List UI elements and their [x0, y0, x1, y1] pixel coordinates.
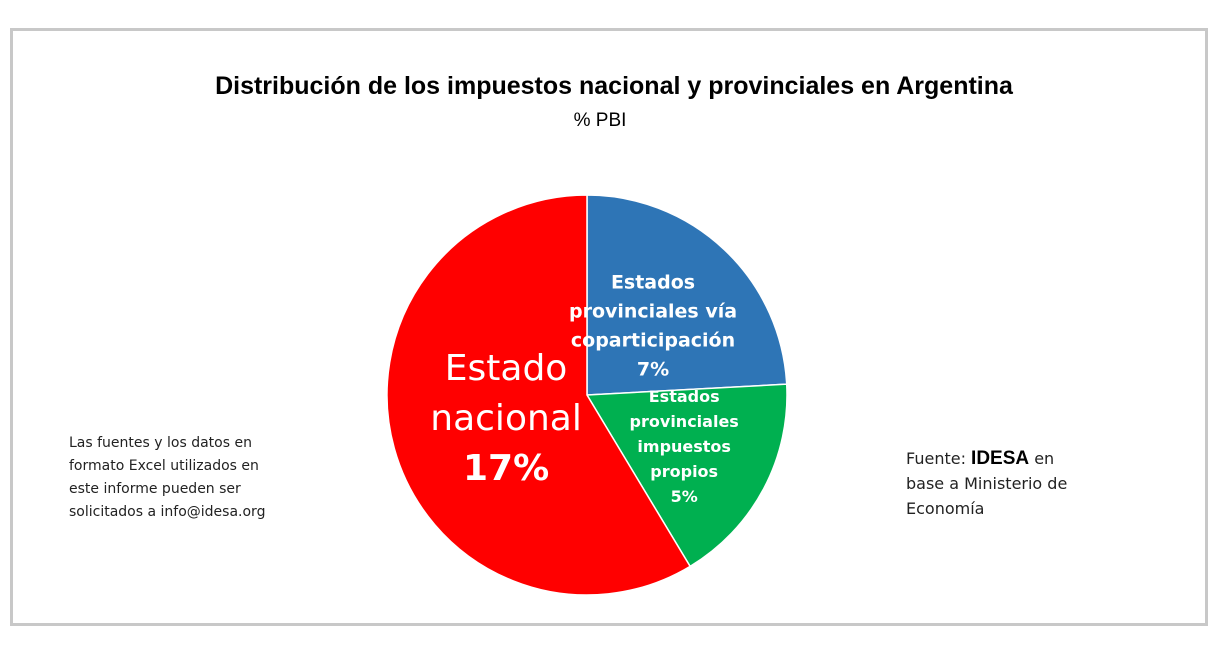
slice-label-line: Estado — [445, 348, 568, 389]
slice-value-label: 17% — [463, 448, 549, 489]
pie-slices — [386, 194, 788, 596]
slice-label-line: provinciales — [630, 412, 739, 431]
label-coparticipacion: Estados provinciales vía coparticipación 7% — [569, 271, 737, 380]
source-line: Fuente: IDESA en — [906, 446, 1126, 471]
slice-estado-nacional — [386, 194, 692, 596]
slice-value-label: 5% — [671, 487, 698, 506]
slice-label-line: nacional — [430, 398, 582, 439]
chart-subtitle: % PBI — [573, 110, 627, 131]
data-availability-note: Las fuentes y los datos en formato Excel… — [69, 432, 329, 524]
slice-label-line: provinciales vía — [569, 300, 737, 322]
source-line: Economía — [906, 499, 985, 518]
note-line: este informe pueden ser — [69, 481, 241, 497]
note-line: Las fuentes y los datos en — [69, 435, 252, 451]
slice-value-label: 7% — [637, 358, 669, 380]
slice-coparticipacion — [586, 194, 788, 396]
source-note: Fuente: IDESA en base a Ministerio de Ec… — [906, 446, 1126, 521]
slice-label-line: Estados — [611, 271, 695, 293]
source-brand: IDESA — [971, 448, 1030, 469]
source-prefix: Fuente: — [906, 449, 972, 468]
note-line: solicitados a info@idesa.org — [69, 504, 266, 520]
source-line: base a Ministerio de — [906, 474, 1068, 493]
note-line: formato Excel utilizados en — [69, 458, 259, 474]
label-estado-nacional: Estado nacional 17% — [430, 348, 582, 489]
slice-impuestos-propios — [585, 383, 788, 568]
pie-labels: Estados provinciales vía coparticipación 7%… — [430, 271, 739, 506]
slice-label-line: impuestos — [637, 437, 731, 456]
slice-label-line: coparticipación — [571, 329, 735, 351]
slice-label-line: Estados — [649, 387, 720, 406]
source-suffix: en — [1029, 449, 1055, 468]
label-impuestos-propios: Estados provinciales impuestos propios 5% — [630, 387, 739, 506]
chart-title: Distribución de los impuestos nacional y… — [215, 72, 1013, 100]
slice-label-line: propios — [650, 462, 718, 481]
